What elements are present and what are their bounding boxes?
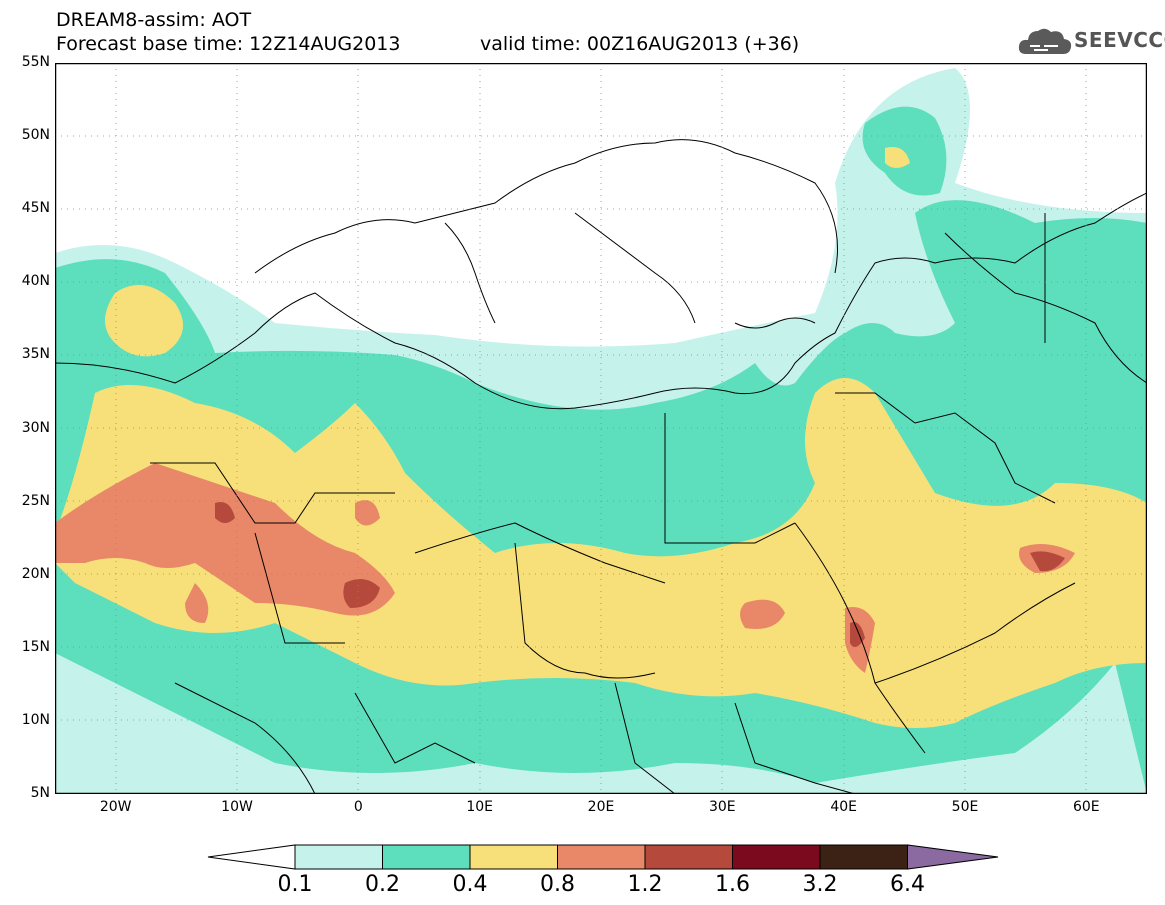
y-tick-label: 30N (21, 419, 50, 436)
seevccc-logo: SEEVCCC (1018, 24, 1165, 58)
aot-band-1.2 (215, 502, 1065, 647)
colorbar-level-label: 1.6 (715, 872, 750, 897)
aot-map (55, 63, 1147, 794)
colorbar-arrow-high (907, 844, 999, 870)
y-tick-label: 50N (21, 127, 50, 144)
colorbar-level-label: 0.8 (540, 872, 575, 897)
colorbar-swatch (382, 844, 471, 870)
x-tick-label: 10W (221, 799, 253, 815)
x-tick-label: 60E (1072, 799, 1100, 815)
y-tick-label: 25N (21, 492, 50, 509)
grid-lines (55, 63, 1147, 794)
colorbar-level-label: 3.2 (802, 872, 838, 897)
colorbar-level-label: 0.4 (452, 872, 488, 897)
colorbar-swatch (732, 844, 821, 870)
colorbar-level-label: 0.1 (277, 872, 313, 897)
forecast-base-time: Forecast base time: 12Z14AUG2013 (56, 33, 401, 55)
x-tick-label: 0 (353, 799, 363, 815)
y-tick-label: 15N (21, 638, 50, 655)
aot-band-0.4 (55, 147, 1147, 728)
colorbar-swatch (294, 844, 383, 870)
logo-text: SEEVCCC (1074, 28, 1165, 52)
map-border (55, 63, 1147, 794)
x-tick-label: 50E (951, 799, 979, 815)
colorbar-swatch (557, 844, 646, 870)
y-tick-label: 45N (21, 200, 50, 217)
colorbar-swatch (819, 844, 908, 870)
colorbar-level-label: 6.4 (890, 872, 925, 897)
title-line-1: DREAM8-assim: AOT (56, 9, 252, 31)
y-tick-label: 55N (21, 54, 50, 70)
y-tick-label: 10N (21, 711, 50, 728)
y-tick-label: 35N (21, 346, 50, 363)
cloud-icon (1018, 28, 1072, 54)
x-tick-label: 20W (99, 799, 132, 815)
colorbar-swatch (644, 844, 733, 870)
colorbar-level-label: 0.2 (365, 872, 400, 897)
x-tick-label: 10E (466, 799, 493, 815)
title-line-2: Forecast base time: 12Z14AUG2013 valid ti… (56, 33, 799, 55)
x-tick-label: 20E (587, 799, 615, 815)
x-tick-label: 30E (708, 799, 736, 815)
y-tick-label: 20N (21, 565, 50, 582)
country-borders (55, 139, 1147, 794)
y-tick-label: 5N (30, 785, 50, 801)
y-tick-label: 40N (21, 273, 50, 290)
valid-time: valid time: 00Z16AUG2013 (+36) (480, 33, 800, 55)
x-tick-label: 40E (830, 799, 857, 815)
colorbar-level-label: 1.2 (627, 872, 663, 897)
colorbar-swatch (469, 844, 558, 870)
colorbar-arrow-low (207, 844, 296, 870)
colorbar (207, 844, 999, 870)
